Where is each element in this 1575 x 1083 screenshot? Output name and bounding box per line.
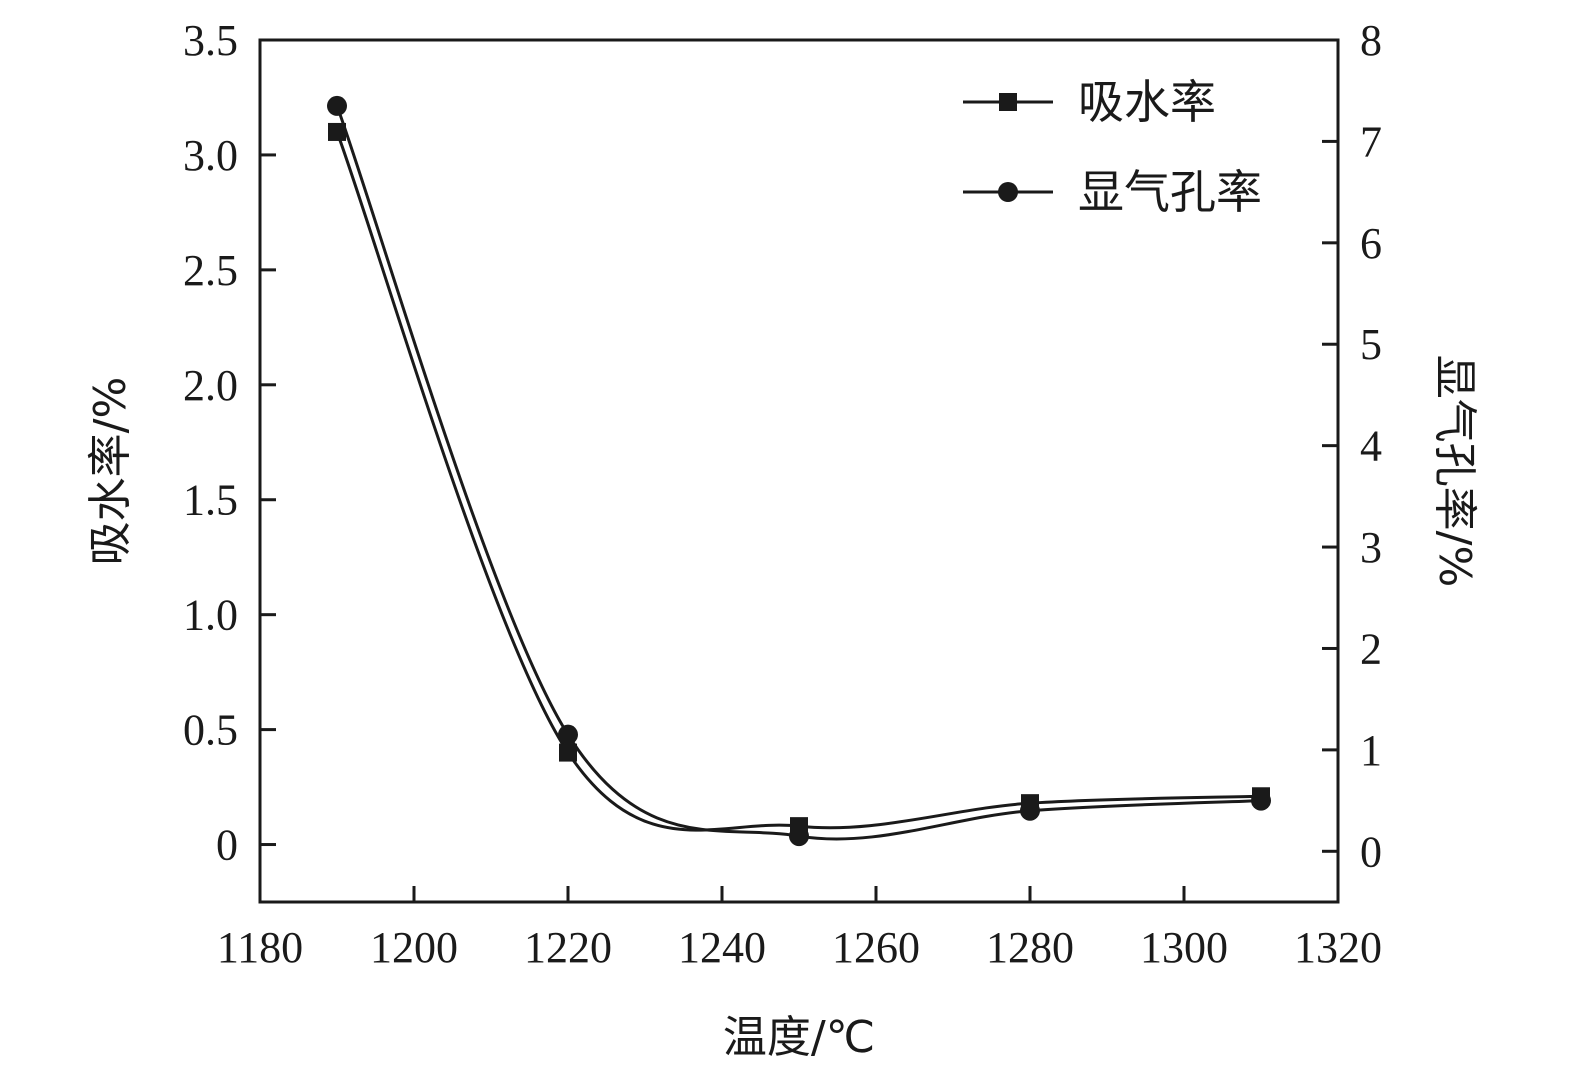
y2-axis-ticks: 0 1 2 3 4 5 6 7 8: [1322, 16, 1382, 876]
x-tick-label: 1240: [678, 923, 766, 972]
y-tick-label: 3.5: [183, 16, 238, 65]
x-tick-label: 1200: [370, 923, 458, 972]
x-tick-label: 1220: [524, 923, 612, 972]
data-point-circle: [1020, 800, 1040, 821]
data-point-circle: [789, 826, 809, 847]
y2-tick-label: 5: [1360, 320, 1382, 369]
plot-frame: [258, 38, 1340, 904]
data-point-square: [559, 743, 577, 762]
series-line-2: [335, 105, 1262, 841]
y2-tick-label: 8: [1360, 16, 1382, 65]
series-line-1: [335, 131, 1262, 832]
y2-tick-label: 1: [1360, 726, 1382, 775]
data-point-circle: [558, 724, 578, 745]
y2-tick-label: 7: [1360, 117, 1382, 166]
y-tick-label: 0: [216, 821, 238, 870]
data-point-circle: [327, 95, 347, 116]
data-point-square: [328, 122, 346, 141]
y2-tick-label: 6: [1360, 219, 1382, 268]
x-tick-label: 1280: [986, 923, 1074, 972]
data-point-circle: [1251, 790, 1271, 811]
x-axis-ticks: 1180 1200 1220 1240 1260 1280 1300 1320: [217, 886, 1382, 972]
x-tick-label: 1180: [217, 923, 303, 972]
legend-label: 显气孔率: [1078, 165, 1262, 219]
y-tick-label: 2.0: [183, 361, 238, 410]
y-axis-title: 吸水率/%: [85, 377, 136, 566]
series-markers: [327, 95, 1271, 847]
y2-tick-label: 3: [1360, 523, 1382, 572]
y-axis-ticks: 0 0.5 1.0 1.5 2.0 2.5 3.0 3.5: [183, 16, 276, 870]
x-tick-label: 1300: [1140, 923, 1228, 972]
y-tick-label: 1.0: [183, 591, 238, 640]
y-tick-label: 0.5: [183, 706, 238, 755]
x-axis-title: 温度/℃: [723, 1012, 875, 1063]
legend-circle-marker: [998, 182, 1018, 202]
y-tick-label: 2.5: [183, 246, 238, 295]
series-curves: [335, 105, 1262, 841]
legend-label: 吸水率: [1078, 75, 1216, 129]
x-tick-label: 1320: [1294, 923, 1382, 972]
y2-tick-label: 4: [1360, 422, 1382, 471]
legend-square-marker: [999, 93, 1017, 111]
y2-tick-label: 0: [1360, 827, 1382, 876]
x-tick-label: 1260: [832, 923, 920, 972]
y2-tick-label: 2: [1360, 624, 1382, 673]
y-tick-label: 3.0: [183, 131, 238, 180]
y-tick-label: 1.5: [183, 476, 238, 525]
y2-axis-title: 显气孔率/%: [1429, 355, 1480, 588]
